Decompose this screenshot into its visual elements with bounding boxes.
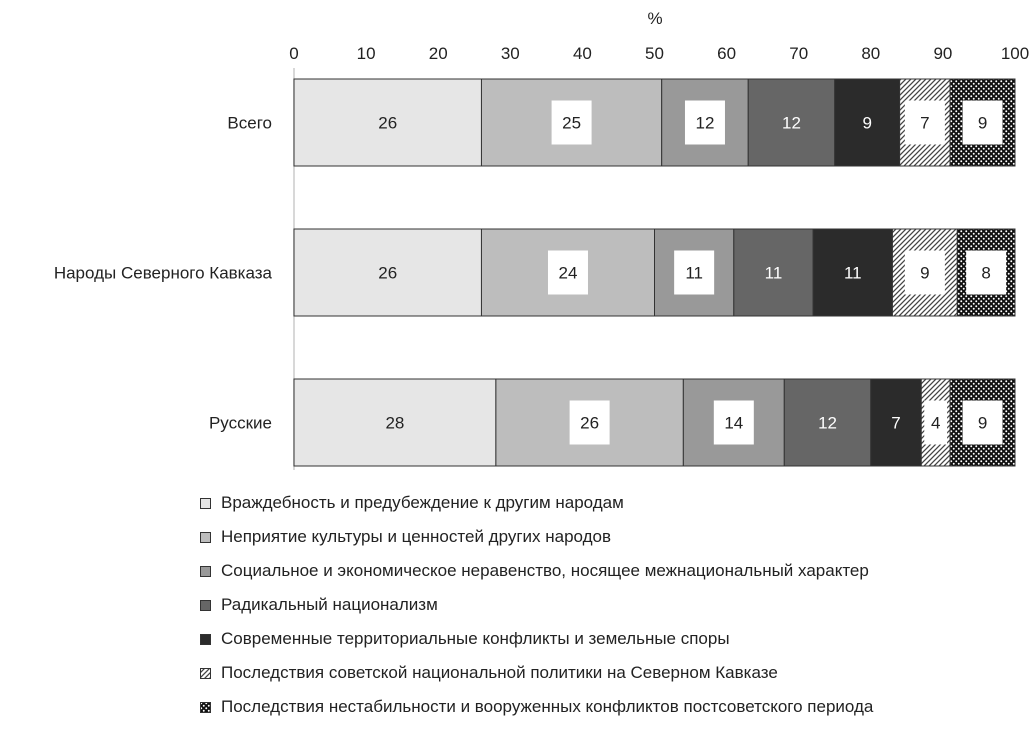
legend-label: Последствия нестабильности и вооруженных… — [221, 697, 874, 716]
legend-label: Враждебность и предубеждение к другим на… — [221, 493, 624, 512]
legend-swatch — [200, 599, 211, 611]
data-label: 12 — [818, 414, 837, 433]
data-label: 8 — [981, 264, 990, 283]
legend-item: Последствия нестабильности и вооруженных… — [200, 690, 873, 724]
data-label-box — [904, 100, 945, 145]
data-label: 12 — [782, 114, 801, 133]
x-tick-label: 70 — [789, 44, 808, 63]
category-label: Русские — [209, 414, 272, 433]
x-tick-label: 30 — [501, 44, 520, 63]
stacked-bar-chart: % 0 10 20 30 40 50 60 70 80 90 100 Всего 26 25 12 12 9 7… — [54, 9, 1029, 470]
data-label-box — [962, 100, 1003, 145]
data-label: 9 — [920, 264, 929, 283]
x-tick-label: 90 — [933, 44, 952, 63]
legend-item: Радикальный национализм — [200, 588, 873, 622]
legend-swatch — [200, 565, 211, 577]
data-label: 9 — [978, 414, 987, 433]
x-tick-label: 80 — [861, 44, 880, 63]
data-label: 11 — [685, 264, 703, 283]
data-label-box — [684, 100, 725, 145]
bar-segment — [293, 78, 482, 167]
x-tick-label: 40 — [573, 44, 592, 63]
legend-swatch — [200, 701, 211, 713]
data-label-box — [713, 400, 754, 445]
legend-label: Последствия советской национальной полит… — [221, 663, 778, 682]
data-label: 24 — [559, 264, 578, 283]
data-label-box — [569, 400, 610, 445]
bar-segment — [949, 378, 1016, 467]
data-label: 11 — [765, 264, 783, 283]
bar-segment — [747, 78, 836, 167]
data-label: 9 — [978, 114, 987, 133]
bar-segment — [870, 378, 922, 467]
x-tick-label: 60 — [717, 44, 736, 63]
x-tick-label: 0 — [289, 44, 298, 63]
legend-swatch — [200, 497, 211, 509]
x-tick-label: 20 — [429, 44, 448, 63]
legend: Враждебность и предубеждение к другим на… — [200, 486, 873, 724]
legend-swatch — [200, 633, 211, 645]
data-label-box — [962, 400, 1003, 445]
category-label: Народы Северного Кавказа — [54, 264, 273, 283]
data-label: 11 — [844, 264, 862, 283]
data-label: 4 — [931, 414, 940, 433]
data-label-box — [966, 250, 1007, 295]
data-label: 28 — [385, 414, 404, 433]
data-label-box — [551, 100, 592, 145]
data-label: 25 — [562, 114, 581, 133]
category-label: Всего — [227, 114, 272, 133]
data-label: 7 — [891, 414, 900, 433]
legend-label: Неприятие культуры и ценностей других на… — [221, 527, 612, 546]
x-tick-label: 10 — [357, 44, 376, 63]
legend-item: Последствия советской национальной полит… — [200, 656, 873, 690]
data-label: 12 — [696, 114, 715, 133]
data-label: 7 — [920, 114, 929, 133]
legend-item: Социальное и экономическое неравенство, … — [200, 554, 873, 588]
legend-swatch — [200, 667, 211, 679]
data-label-box — [924, 400, 948, 445]
data-label: 26 — [580, 414, 599, 433]
data-label: 14 — [724, 414, 743, 433]
legend-item: Современные территориальные конфликты и … — [200, 622, 873, 656]
legend-item: Враждебность и предубеждение к другим на… — [200, 486, 873, 520]
bar-segment — [834, 78, 901, 167]
legend-item: Неприятие культуры и ценностей других на… — [200, 520, 873, 554]
bar-segment — [733, 228, 814, 317]
data-label-box — [674, 250, 715, 295]
data-label: 26 — [378, 264, 397, 283]
legend-label: Современные территориальные конфликты и … — [221, 629, 730, 648]
legend-swatch — [200, 531, 211, 543]
x-axis-title: % — [647, 9, 662, 28]
data-label: 9 — [862, 114, 871, 133]
x-tick-label: 100 — [1001, 44, 1029, 63]
data-label-box — [904, 250, 945, 295]
bar-segment — [783, 378, 872, 467]
legend-label: Социальное и экономическое неравенство, … — [221, 561, 869, 580]
data-label: 26 — [378, 114, 397, 133]
data-label-box — [547, 250, 588, 295]
legend-label: Радикальный национализм — [221, 595, 438, 614]
x-tick-label: 50 — [645, 44, 664, 63]
bar-segment — [293, 378, 497, 467]
